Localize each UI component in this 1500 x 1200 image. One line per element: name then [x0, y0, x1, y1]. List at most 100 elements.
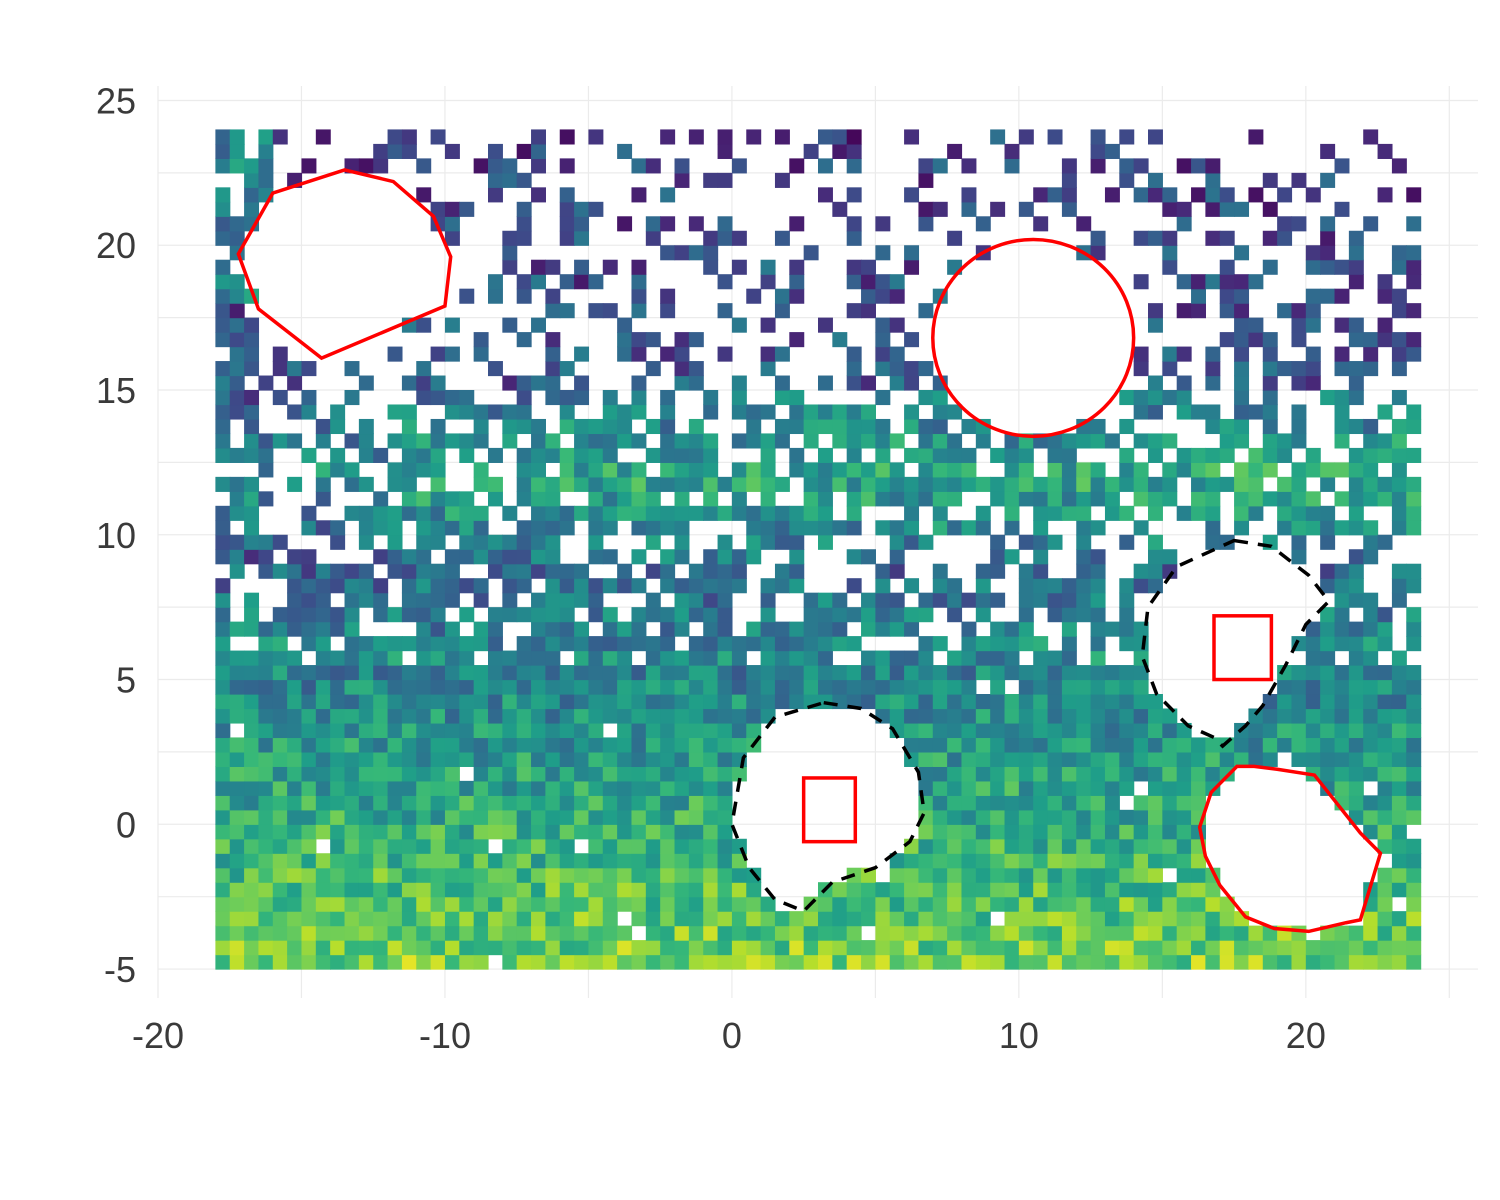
heatmap-cell — [717, 766, 733, 782]
heatmap-cell — [401, 129, 417, 145]
heatmap-cell — [889, 650, 905, 666]
heatmap-cell — [545, 650, 561, 666]
heatmap-cell — [401, 592, 417, 608]
heatmap-cell — [688, 563, 704, 579]
heatmap-cell — [688, 708, 704, 724]
heatmap-cell — [703, 607, 719, 623]
heatmap-cell — [1205, 911, 1221, 927]
heatmap-cell — [1090, 925, 1106, 941]
heatmap-cell — [645, 216, 661, 232]
heatmap-cell — [1234, 361, 1250, 377]
heatmap-cell — [430, 679, 446, 695]
heatmap-cell — [932, 694, 948, 710]
heatmap-cell — [258, 751, 274, 767]
heatmap-cell — [545, 447, 561, 463]
heatmap-cell — [459, 650, 475, 666]
heatmap-cell — [961, 636, 977, 652]
heatmap-cell — [889, 375, 905, 391]
heatmap-cell — [344, 361, 360, 377]
heatmap-cell — [287, 809, 303, 825]
heatmap-cell — [932, 795, 948, 811]
heatmap-cell — [516, 722, 532, 739]
heatmap-cell — [401, 607, 417, 623]
heatmap-cell — [1234, 245, 1250, 261]
heatmap-cell — [1291, 737, 1307, 753]
heatmap-cell — [531, 476, 546, 492]
heatmap-cell — [846, 274, 862, 290]
heatmap-cell — [358, 650, 374, 666]
heatmap-cell — [1406, 882, 1422, 898]
heatmap-cell — [358, 708, 374, 724]
heatmap-cell — [660, 346, 676, 362]
heatmap-cell — [287, 780, 303, 796]
heatmap-cell — [1018, 911, 1034, 927]
heatmap-cell — [416, 491, 432, 507]
heatmap-cell — [1047, 795, 1063, 811]
heatmap-cell — [1133, 679, 1149, 695]
heatmap-cell — [1363, 911, 1379, 927]
heatmap-cell — [1406, 722, 1422, 739]
heatmap-cell — [358, 737, 374, 753]
heatmap-cell — [430, 346, 446, 362]
heatmap-cell — [1090, 882, 1106, 898]
heatmap-cell — [215, 853, 231, 869]
heatmap-cell — [559, 303, 575, 319]
heatmap-cell — [1047, 462, 1063, 478]
heatmap-cell — [373, 954, 389, 970]
heatmap-cell — [1076, 896, 1092, 912]
heatmap-cell — [287, 795, 303, 811]
heatmap-cell — [1277, 722, 1293, 739]
heatmap-cell — [760, 534, 776, 550]
heatmap-cell — [473, 751, 489, 767]
heatmap-cell — [545, 824, 561, 840]
heatmap-cell — [1377, 274, 1393, 290]
heatmap-cell — [1061, 433, 1077, 449]
heatmap-cell — [344, 665, 360, 681]
heatmap-cell — [846, 578, 862, 594]
heatmap-cell — [459, 433, 475, 449]
heatmap-cell — [1162, 187, 1178, 203]
heatmap-cell — [1377, 636, 1393, 652]
heatmap-cell — [574, 853, 590, 869]
heatmap-cell — [430, 940, 446, 956]
heatmap-cell — [258, 911, 274, 927]
heatmap-cell — [531, 766, 546, 782]
heatmap-cell — [516, 679, 532, 695]
heatmap-cell — [215, 303, 231, 319]
heatmap-cell — [717, 665, 733, 681]
heatmap-cell — [889, 476, 905, 492]
heatmap-cell — [918, 737, 934, 753]
heatmap-cell — [631, 911, 647, 927]
heatmap-cell — [416, 636, 432, 652]
heatmap-cell — [1219, 230, 1235, 246]
heatmap-cell — [459, 404, 475, 420]
heatmap-cell — [904, 505, 920, 521]
heatmap-cell — [287, 853, 303, 869]
heatmap-cell — [1133, 737, 1149, 753]
heatmap-cell — [430, 578, 446, 594]
heatmap-cell — [516, 375, 532, 391]
heatmap-cell — [444, 722, 460, 739]
heatmap-cell — [373, 896, 389, 912]
heatmap-cell — [1061, 665, 1077, 681]
heatmap-cell — [229, 780, 245, 796]
heatmap-cell — [215, 534, 231, 550]
heatmap-cell — [1018, 824, 1034, 840]
heatmap-cell — [358, 809, 374, 825]
heatmap-cell — [703, 259, 719, 275]
heatmap-cell — [459, 694, 475, 710]
heatmap-cell — [430, 520, 446, 536]
heatmap-cell — [272, 940, 288, 956]
heatmap-cell — [387, 737, 403, 753]
heatmap-cell — [430, 607, 446, 623]
heatmap-cell — [516, 491, 532, 507]
heatmap-cell — [588, 867, 604, 883]
heatmap-cell — [330, 853, 346, 869]
heatmap-cell — [703, 462, 719, 478]
heatmap-cell — [416, 766, 432, 782]
heatmap-cell — [1391, 650, 1407, 666]
heatmap-cell — [717, 853, 733, 869]
heatmap-cell — [1090, 433, 1106, 449]
heatmap-cell — [846, 404, 862, 420]
heatmap-cell — [1004, 766, 1020, 782]
